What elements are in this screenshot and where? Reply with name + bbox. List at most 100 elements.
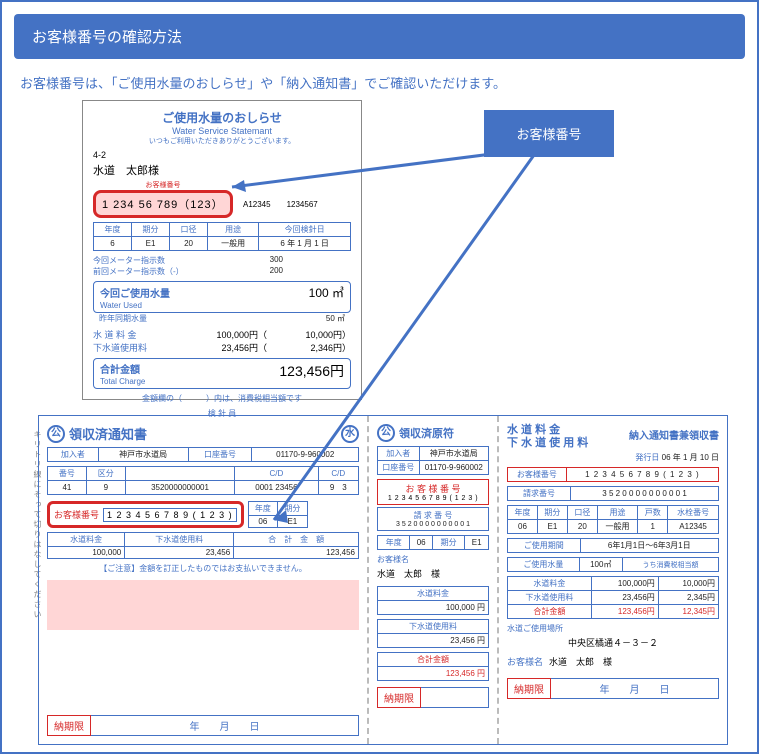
- d4-place: 中央区橘通４－３－２: [507, 636, 719, 649]
- yr-v0: 06: [248, 516, 278, 528]
- d4-reqno: 3 5 2 0 0 0 0 0 0 0 0 0 1: [571, 487, 719, 501]
- d3y0: 年度: [378, 536, 410, 550]
- meter-cur: 300: [223, 255, 283, 266]
- doc1-addrcode: 4-2: [93, 150, 351, 160]
- d3m3: 123,456 円: [378, 667, 489, 681]
- pink-band: [47, 580, 359, 630]
- doc2-cust-lbl: お客様番号: [54, 508, 99, 521]
- d3y1: 06: [410, 536, 432, 550]
- usage-val: 100 ㎥: [309, 284, 344, 301]
- water-statement: ご使用水量のおしらせ Water Service Statemant いつもご利…: [82, 100, 362, 400]
- doc2-title: 領収済通知書: [69, 424, 147, 443]
- usage-box: 今回ご使用水量Water Used 100 ㎥: [93, 281, 351, 313]
- callout-label: お客様番号: [484, 110, 614, 157]
- prev-year-lbl: 昨年同期水量: [99, 313, 147, 324]
- d3y2: 期分: [432, 536, 464, 550]
- total-val: 123,456円: [279, 361, 344, 386]
- d3r2-0: 口座番号: [378, 461, 420, 475]
- d3y3: E1: [465, 536, 489, 550]
- total-lbl-jp: 合計金額: [100, 365, 140, 376]
- d3m1l: 水道料金: [378, 587, 489, 601]
- d3-owner-lbl: お客様名: [377, 554, 489, 565]
- d4-place-lbl: 水道ご使用場所: [507, 623, 719, 634]
- doc3-maru: 公: [377, 424, 395, 442]
- d4-custno: 1 2 3 4 5 6 7 8 9 ( 1 2 3 ): [566, 468, 718, 482]
- doc1-title-en: Water Service Statemant: [93, 126, 351, 136]
- d4t3: 納入通知書兼領収書: [629, 431, 719, 443]
- doc1-thanks: いつもご利用いただきありがとうございます。: [93, 136, 351, 146]
- meter-prev: 200: [223, 266, 283, 277]
- doc1-right-codes: A12345 1234567: [243, 199, 318, 210]
- doc2-custno-box: お客様番号 1 2 3 4 5 6 7 8 9 ( 1 2 3 ): [47, 501, 244, 528]
- doc1-table1: 年度期分口径用途今回検針日6E120一般用6 年 1 月 1 日: [93, 222, 351, 251]
- d4t2: 下 水 道 使 用 料: [507, 437, 588, 450]
- doc1-custno-label: お客様番号: [93, 180, 233, 190]
- page-container: お客様番号の確認方法 お客様番号は、「ご使用水量のおしらせ」や「納入通知書」でご…: [0, 0, 759, 754]
- doc1-money-rows: 水 道 料 金100,000円（10,000円）下水道使用料23,456円（2,…: [93, 328, 351, 354]
- total-box: 合計金額Total Charge 123,456円: [93, 358, 351, 389]
- d4-usage: 100㎥: [579, 558, 622, 572]
- d4-spec-tbl: 年度期分口径用途戸数水栓番号06E120一般用1A12345: [507, 505, 719, 534]
- d4-money: 水道料金100,000円10,000円下水道使用料23,456円2,345円合計…: [507, 576, 719, 619]
- d4-due-val: 年 月 日: [551, 678, 719, 699]
- doc2-warn: 【ご注意】金額を訂正したものではお支払いできません。: [47, 563, 359, 574]
- d3m2: 23,456 円: [378, 634, 489, 648]
- d4-owner-lbl: お客様名: [507, 655, 543, 668]
- doc3-custno: 1 2 3 4 5 6 7 8 9 ( 1 2 3 ): [380, 495, 486, 502]
- intro-text: お客様番号は、「ご使用水量のおしらせ」や「納入通知書」でご確認いただけます。: [20, 73, 745, 92]
- callout-label-text: お客様番号: [516, 127, 581, 142]
- meter-cur-lbl: 今回メーター指示数: [93, 255, 223, 266]
- payment-notice: 水 道 料 金下 水 道 使 用 料 納入通知書兼領収書 発行日 06 年 1 月…: [499, 416, 727, 744]
- d4-issue-lbl: 発行日: [635, 453, 659, 462]
- doc3-req-lbl: 請 求 番 号: [380, 510, 486, 521]
- yr-h0: 年度: [248, 502, 278, 516]
- d3m1: 100,000 円: [378, 601, 489, 615]
- doc2-cells: 番号区分C/DC/D41935200000000010001 234569 3: [47, 466, 359, 495]
- doc3-cust-lbl: お 客 様 番 号: [380, 482, 486, 495]
- maru-r-icon: 水: [341, 425, 359, 443]
- meter-prev-lbl: 前回メーター指示数（-）: [93, 266, 223, 277]
- doc1-note: 金額欄の（ ）内は、消費税相当額です: [93, 393, 351, 404]
- header-bar: お客様番号の確認方法: [14, 14, 745, 59]
- receipt-stub: 公領収済原符 加入者神戸市水道局口座番号01170-9-960002 お 客 様…: [369, 416, 499, 744]
- d4-period-lbl: ご使用期間: [508, 539, 581, 553]
- d3m2l: 下水道使用料: [378, 620, 489, 634]
- yr-v1: E1: [278, 516, 308, 528]
- d4-due-lbl: 納期限: [507, 678, 551, 699]
- d4t1: 水 道 料 金: [507, 424, 588, 437]
- d4-usage-lbl: ご使用水量: [508, 558, 580, 572]
- maru-icon: 公: [47, 425, 65, 443]
- d3r1-0: 加入者: [378, 447, 420, 461]
- doc2-row1: 加入者神戸市水道局口座番号01170-9-960002: [47, 447, 359, 462]
- doc2-custno: 1 2 3 4 5 6 7 8 9 ( 1 2 3 ): [103, 508, 237, 522]
- usage-lbl-jp: 今回ご使用水量: [100, 289, 170, 300]
- d4-tax-lbl: うち消費税相当額: [622, 558, 718, 572]
- doc3-title: 領収済原符: [399, 425, 454, 441]
- receipt-notice: 公領収済通知書 水 加入者神戸市水道局口座番号01170-9-960002 番号区…: [39, 416, 369, 744]
- d3-owner: 水道 太郎 様: [377, 567, 489, 580]
- d4-issue: 06 年 1 月 10 日: [662, 453, 719, 462]
- d4-period: 6年1月1日～6年3月1日: [580, 539, 718, 553]
- prev-year-val: 50 ㎥: [326, 313, 345, 324]
- doc2-money: 水道料金下水道使用料合 計 金 額100,00023,456123,456: [47, 532, 359, 559]
- d3-due: 納期限: [377, 687, 421, 708]
- d4-owner: 水道 太郎 様: [549, 655, 612, 668]
- doc1-name: 水道 太郎様: [93, 162, 351, 178]
- doc3-custbox: お 客 様 番 号 1 2 3 4 5 6 7 8 9 ( 1 2 3 ): [377, 479, 489, 505]
- doc2-due-val: 年 月 日: [91, 715, 359, 736]
- lower-docs: 公領収済通知書水 加入者神戸市水道局口座番号01170-9-960002 番号区…: [38, 415, 728, 745]
- total-lbl-en: Total Charge: [100, 377, 145, 386]
- doc3-reqno: 3 5 2 0 0 0 0 0 0 0 0 0 1: [380, 521, 486, 528]
- doc2-due-lbl: 納期限: [47, 715, 91, 736]
- doc1-title-jp: ご使用水量のおしらせ: [93, 109, 351, 126]
- doc3-reqbox: 請 求 番 号 3 5 2 0 0 0 0 0 0 0 0 0 1: [377, 507, 489, 531]
- doc1-custno: 1 234 56 789（123）: [93, 190, 233, 218]
- usage-lbl-en: Water Used: [100, 301, 142, 310]
- d3m3l: 合計金額: [378, 653, 489, 667]
- yr-h1: 期分: [278, 502, 308, 516]
- d3r2-1: 01170-9-960002: [419, 461, 488, 475]
- d3r1-1: 神戸市水道局: [419, 447, 488, 461]
- d4-cust-lbl: お客様番号: [508, 468, 567, 482]
- header-title: お客様番号の確認方法: [32, 29, 182, 46]
- canvas: お客様番号 ご使用水量のおしらせ Water Service Statemant…: [14, 100, 745, 754]
